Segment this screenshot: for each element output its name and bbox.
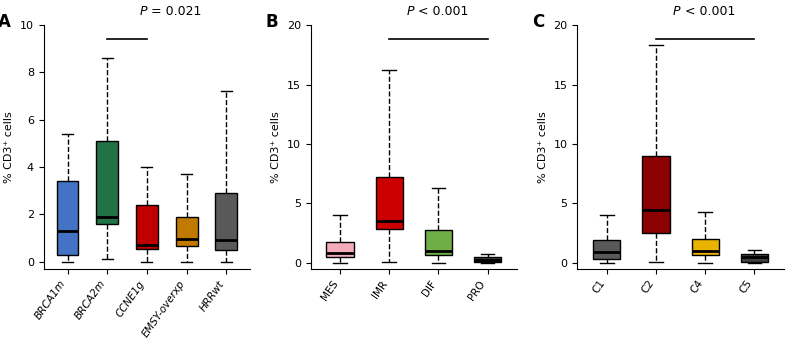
Y-axis label: % CD3⁺ cells: % CD3⁺ cells — [5, 111, 14, 183]
PathPatch shape — [376, 177, 403, 229]
PathPatch shape — [593, 240, 620, 259]
Text: C: C — [532, 13, 545, 31]
PathPatch shape — [642, 156, 670, 233]
Text: < 0.001: < 0.001 — [681, 5, 735, 18]
Text: = 0.021: = 0.021 — [147, 5, 201, 18]
Text: P: P — [407, 5, 414, 18]
PathPatch shape — [215, 193, 237, 250]
PathPatch shape — [176, 217, 198, 246]
PathPatch shape — [425, 230, 452, 255]
PathPatch shape — [474, 257, 501, 262]
Text: P: P — [139, 5, 147, 18]
Text: < 0.001: < 0.001 — [414, 5, 468, 18]
Text: A: A — [0, 13, 11, 31]
PathPatch shape — [741, 255, 768, 262]
PathPatch shape — [57, 181, 79, 255]
PathPatch shape — [692, 239, 719, 255]
Y-axis label: % CD3⁺ cells: % CD3⁺ cells — [538, 111, 548, 183]
PathPatch shape — [326, 242, 354, 257]
PathPatch shape — [96, 141, 118, 224]
Text: B: B — [265, 13, 277, 31]
PathPatch shape — [136, 205, 158, 249]
Text: P: P — [673, 5, 681, 18]
Y-axis label: % CD3⁺ cells: % CD3⁺ cells — [271, 111, 281, 183]
